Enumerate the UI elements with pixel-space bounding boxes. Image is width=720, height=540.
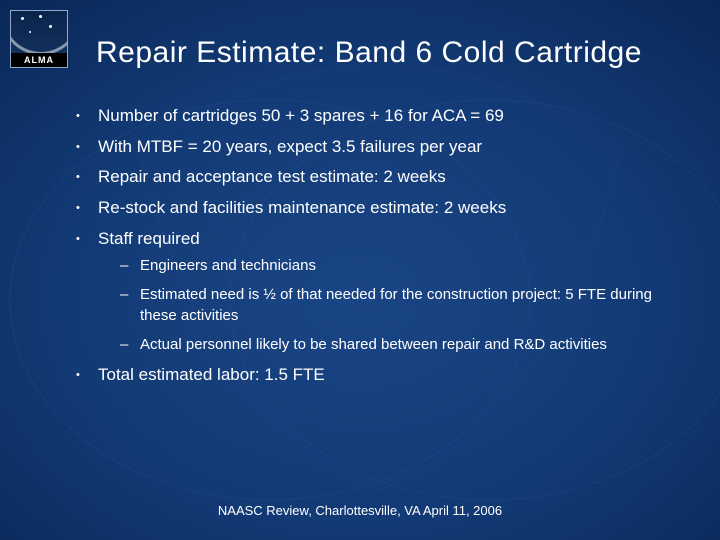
bullet-item: Re-stock and facilities maintenance esti… xyxy=(70,196,680,221)
sub-bullet-list: Engineers and technicians Estimated need… xyxy=(116,255,680,355)
bullet-text: Number of cartridges 50 + 3 spares + 16 … xyxy=(98,106,504,125)
slide-content: Number of cartridges 50 + 3 spares + 16 … xyxy=(70,104,680,394)
sub-bullet-item: Engineers and technicians xyxy=(116,255,680,276)
sub-bullet-text: Actual personnel likely to be shared bet… xyxy=(140,336,607,353)
bullet-list: Number of cartridges 50 + 3 spares + 16 … xyxy=(70,104,680,388)
sub-bullet-item: Actual personnel likely to be shared bet… xyxy=(116,334,680,355)
bullet-item: Total estimated labor: 1.5 FTE xyxy=(70,363,680,388)
bullet-text: With MTBF = 20 years, expect 3.5 failure… xyxy=(98,137,482,156)
slide-footer: NAASC Review, Charlottesville, VA April … xyxy=(0,503,720,518)
bullet-item: Number of cartridges 50 + 3 spares + 16 … xyxy=(70,104,680,129)
sub-bullet-text: Estimated need is ½ of that needed for t… xyxy=(140,286,652,324)
logo-text: ALMA xyxy=(11,53,67,67)
bullet-text: Total estimated labor: 1.5 FTE xyxy=(98,365,325,384)
bullet-item: Staff required Engineers and technicians… xyxy=(70,227,680,356)
bullet-text: Repair and acceptance test estimate: 2 w… xyxy=(98,167,446,186)
alma-logo: ALMA xyxy=(10,10,68,68)
sub-bullet-text: Engineers and technicians xyxy=(140,257,316,274)
sub-bullet-item: Estimated need is ½ of that needed for t… xyxy=(116,284,680,326)
slide-title: Repair Estimate: Band 6 Cold Cartridge xyxy=(96,36,700,70)
bullet-text: Staff required xyxy=(98,229,200,248)
bullet-item: With MTBF = 20 years, expect 3.5 failure… xyxy=(70,135,680,160)
slide: ALMA Repair Estimate: Band 6 Cold Cartri… xyxy=(0,0,720,540)
bullet-item: Repair and acceptance test estimate: 2 w… xyxy=(70,165,680,190)
bullet-text: Re-stock and facilities maintenance esti… xyxy=(98,198,506,217)
